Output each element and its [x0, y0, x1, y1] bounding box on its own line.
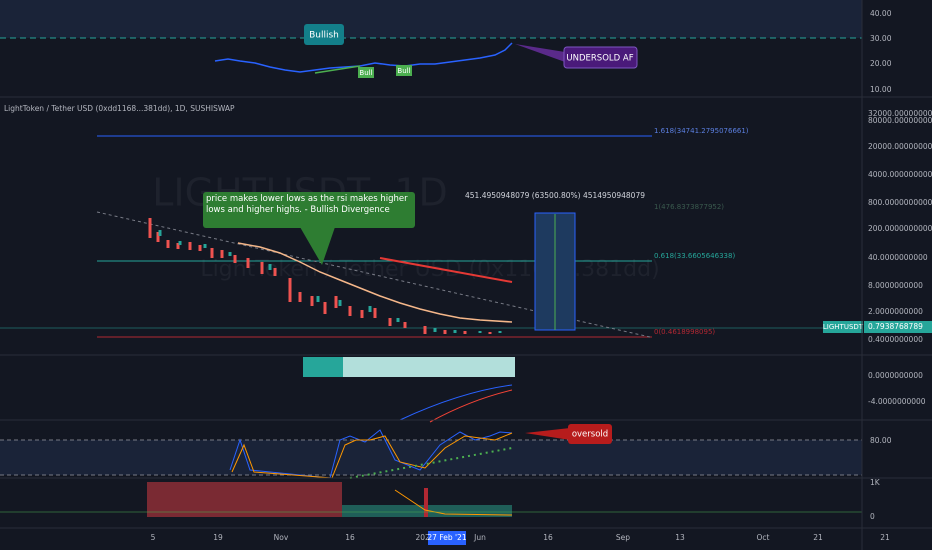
bull-box — [358, 67, 374, 78]
macd-line — [399, 384, 513, 421]
signal-line — [429, 389, 513, 423]
time-label: 16 — [345, 533, 355, 542]
measure-label: 451.4950948079 (63500.80%) 4514950948079 — [465, 191, 645, 200]
stoch-band — [0, 440, 862, 475]
callout-box — [203, 192, 415, 228]
axis-label: 800.0000000000 — [868, 198, 932, 207]
histogram — [343, 357, 515, 377]
time-axis: 5 19 Nov 16 2021 Jun 16 Sep 13 Oct 21 21 — [151, 533, 890, 542]
time-label: 5 — [151, 533, 156, 542]
volume-ma — [394, 489, 513, 516]
axis-label: -4.0000000000 — [868, 397, 926, 406]
oversold-box — [568, 424, 612, 444]
axis-label: 40.0000000000 — [868, 253, 928, 262]
axis-label: 200.0000000000 — [868, 224, 932, 233]
moving-average — [237, 242, 513, 323]
axis-label: 20000.0000000000 — [868, 142, 932, 151]
callout-pointer — [515, 44, 565, 62]
time-cursor: 27 Feb '21 — [427, 533, 466, 542]
volume-bar — [424, 488, 428, 517]
time-label: 21 — [813, 533, 823, 542]
divergence-line — [314, 65, 361, 74]
time-label: Nov — [274, 533, 289, 542]
axis-label: 0 — [870, 512, 875, 521]
time-label: 19 — [213, 533, 223, 542]
axis-label: 30.00 — [870, 34, 892, 43]
callout: price makes lower lows as the rsi makes … — [206, 194, 408, 215]
axis-label: 0.4000000000 — [868, 335, 923, 344]
axis-label: 32000.0000000000 USDT — [868, 109, 932, 118]
bull-label: Bull — [359, 69, 372, 77]
axis-label: 40.00 — [870, 9, 892, 18]
candles — [148, 218, 492, 334]
axis-label: 2.0000000000 — [868, 307, 923, 316]
time-label: 21 — [880, 533, 890, 542]
price-tag-label: 0.7938768789 — [868, 322, 923, 331]
symbol-tag — [823, 321, 863, 333]
axis-label: 8.0000000000 — [868, 281, 923, 290]
time-label: Oct — [757, 533, 770, 542]
undersold-label: UNDERSOLD AF — [566, 54, 633, 64]
axis-label: 4000.0000000000 — [868, 170, 932, 179]
fib-label: 1.618(34741.2795076661) — [654, 127, 749, 135]
time-label: Sep — [616, 533, 630, 542]
time-label: 16 — [543, 533, 553, 542]
time-cursor-box — [428, 531, 466, 545]
symbol-tag-label: LIGHTUSDT — [823, 323, 864, 331]
oversold-label: oversold — [572, 430, 608, 440]
time-label: 2021 — [415, 533, 434, 542]
rsi-band — [0, 0, 862, 38]
callout-pointer — [525, 428, 570, 440]
trend-line-red — [379, 257, 513, 283]
axis-label: 20.00 — [870, 59, 892, 68]
fib-label: 1(476.8373877952) — [654, 203, 724, 211]
bull-label: Bull — [397, 67, 410, 75]
time-label: 13 — [675, 533, 685, 542]
stoch-d — [231, 432, 513, 479]
trend-line — [96, 211, 651, 338]
bullish-label: Bullish — [309, 31, 339, 41]
time-label: Jun — [473, 533, 486, 542]
price-tag — [864, 321, 932, 333]
callout-text: price makes lower lows as the rsi makes … — [206, 194, 408, 215]
volume-bars — [147, 482, 342, 517]
callout-pointer — [300, 227, 335, 265]
symbol-title: LightToken / Tether USD (0xdd1168...381d… — [4, 104, 235, 113]
candles — [158, 230, 502, 333]
bullish-label-box — [304, 24, 344, 45]
axis-label: 10.00 — [870, 85, 892, 94]
axis-label: 80.00 — [870, 436, 892, 445]
rsi-line — [214, 42, 513, 73]
fib-label: 0.618(33.6605646338) — [654, 252, 735, 260]
axis-label: 1K — [870, 478, 881, 487]
fib-label: 0(0.4618998095) — [654, 328, 715, 336]
histogram — [303, 357, 343, 377]
axis-label: 0.0000000000 — [868, 371, 923, 380]
axis-label: 80000.0000000000 — [868, 116, 932, 125]
bull-box — [396, 65, 412, 76]
undersold-box — [563, 46, 638, 69]
